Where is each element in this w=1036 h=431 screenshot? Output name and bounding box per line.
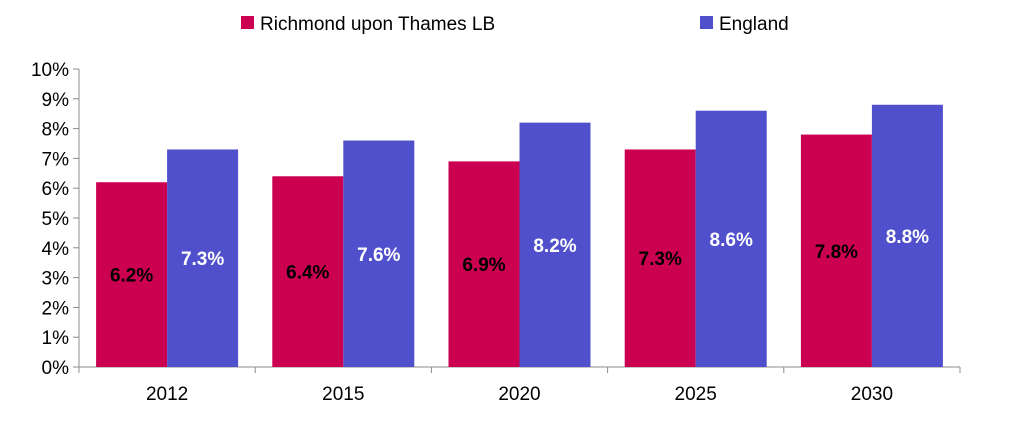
y-tick-label: 2% [42,298,70,319]
data-label-england-2015: 7.6% [357,245,400,266]
x-tick-label: 2025 [675,384,717,405]
y-tick-label: 8% [42,120,70,141]
bar-richmond-2020 [448,161,520,367]
legend-swatch-richmond [241,16,254,29]
bars [96,104,943,367]
bar-england-2012 [167,149,239,367]
bar-richmond-2030 [800,134,872,367]
x-tick-label: 2012 [146,384,188,405]
data-label-richmond-2012: 6.2% [110,266,153,287]
legend: Richmond upon Thames LB England [241,14,789,35]
y-tick-label: 3% [42,269,70,290]
legend-label-england: England [719,14,789,35]
y-tick-label: 4% [42,239,70,260]
x-axis: 2012 2015 2020 2025 2030 [78,366,961,405]
data-label-england-2025: 8.6% [710,230,753,251]
x-tick-label: 2020 [498,384,540,405]
y-tick-label: 10% [31,60,69,81]
data-label-richmond-2025: 7.3% [639,249,682,270]
y-axis: 0% 1% 2% 3% 4% 5% 6% 7% 8% 9% 10% [31,60,80,379]
data-label-richmond-2020: 6.9% [462,255,505,276]
bar-richmond-2012 [96,182,168,367]
y-tick-label: 1% [42,328,70,349]
bar-richmond-2025 [624,149,696,367]
y-tick-label: 6% [42,179,70,200]
bar-england-2015 [343,140,415,367]
x-tick-label: 2015 [322,384,364,405]
data-label-richmond-2030: 7.8% [815,242,858,263]
legend-swatch-england [700,16,713,29]
bar-richmond-2015 [272,176,344,367]
legend-label-richmond: Richmond upon Thames LB [260,14,495,35]
y-tick-label: 5% [42,209,70,230]
bar-england-2030 [871,104,943,367]
y-tick-label: 0% [42,358,70,379]
y-tick-label: 9% [42,90,70,111]
data-labels: 6.2% 6.4% 6.9% 7.3% 7.8% 7.3% 7.6% 8.2% 8.6% 8.8% [110,227,929,287]
data-label-england-2012: 7.3% [181,249,224,270]
y-tick-label: 7% [42,149,70,170]
bar-england-2025 [695,110,767,367]
data-label-richmond-2015: 6.4% [286,263,329,284]
data-label-england-2030: 8.8% [886,227,929,248]
bar-england-2020 [519,122,591,367]
x-tick-label: 2030 [851,384,893,405]
data-label-england-2020: 8.2% [533,236,576,257]
